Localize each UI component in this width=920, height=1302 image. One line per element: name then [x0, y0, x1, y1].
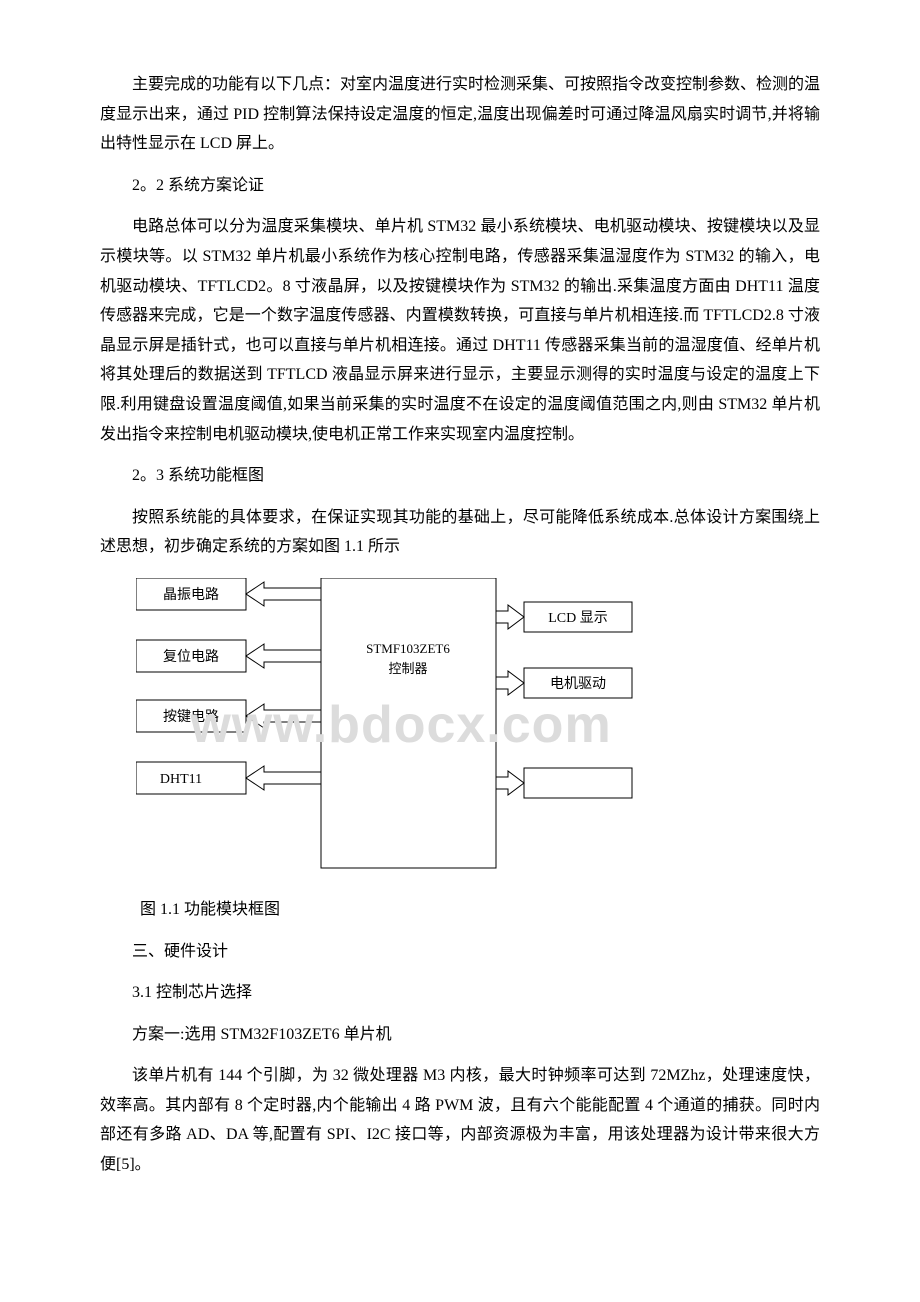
arrow-left-0: [246, 582, 321, 606]
figure-caption: 图 1.1 功能模块框图: [100, 895, 820, 925]
right-label-1: 电机驱动: [550, 676, 606, 692]
left-label-2: 按键电路: [163, 709, 219, 725]
heading-3: 三、硬件设计: [100, 937, 820, 967]
center-label-2: 控制器: [388, 661, 427, 676]
paragraph-2-3: 按照系统能的具体要求，在保证实现其功能的基础上，尽可能降低系统成本.总体设计方案…: [100, 503, 820, 562]
heading-plan-1: 方案一:选用 STM32F103ZET6 单片机: [100, 1020, 820, 1050]
right-label-0: LCD 显示: [548, 611, 608, 626]
paragraph-intro: 主要完成的功能有以下几点：对室内温度进行实时检测采集、可按照指令改变控制参数、检…: [100, 70, 820, 159]
paragraph-plan-1: 该单片机有 144 个引脚，为 32 微处理器 M3 内核，最大时钟频率可达到 …: [100, 1061, 820, 1179]
left-label-0: 晶振电路: [163, 587, 219, 603]
arrow-right-0: [496, 605, 524, 629]
paragraph-2-2: 电路总体可以分为温度采集模块、单片机 STM32 最小系统模块、电机驱动模块、按…: [100, 212, 820, 449]
right-box-2: [524, 768, 632, 798]
heading-3-1: 3.1 控制芯片选择: [100, 978, 820, 1008]
arrow-left-2: [246, 704, 321, 728]
diagram-svg: STMF103ZET6 控制器 晶振电路 复位电路 按键电路 DHT11 LCD…: [136, 578, 666, 873]
heading-2-2: 2。2 系统方案论证: [100, 171, 820, 201]
left-label-3: DHT11: [160, 772, 202, 787]
arrow-left-3: [246, 766, 321, 790]
heading-2-3: 2。3 系统功能框图: [100, 461, 820, 491]
arrow-right-2: [496, 771, 524, 795]
arrow-right-1: [496, 671, 524, 695]
center-box: [321, 578, 496, 868]
arrow-left-1: [246, 644, 321, 668]
center-label-1: STMF103ZET6: [366, 641, 450, 656]
left-label-1: 复位电路: [163, 648, 219, 665]
block-diagram: www.bdocx.com STMF103ZET6 控制器 晶振电路 复位电路 …: [136, 578, 666, 873]
